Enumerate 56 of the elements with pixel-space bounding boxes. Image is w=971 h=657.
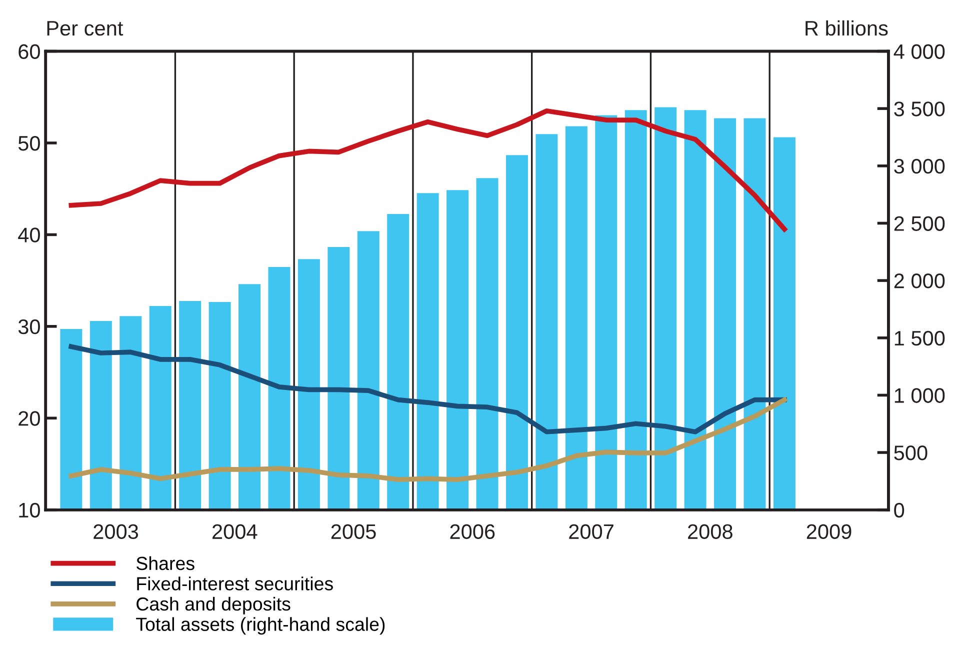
y-tick-label: 30 — [18, 319, 40, 334]
y-tick-label: 10 — [19, 502, 40, 518]
line-series — [68, 108, 787, 232]
line-series — [68, 344, 787, 434]
x-tick-label: 2008 — [688, 524, 732, 540]
legend-label: Fixed-interest securities — [137, 576, 333, 590]
bar — [684, 110, 706, 510]
y2-tick-label: 1 500 — [894, 330, 945, 346]
bar — [268, 267, 290, 510]
legend-label: Cash and deposits — [136, 596, 290, 614]
y-axis-title: Per cent — [47, 21, 124, 36]
y2-tick-label: 0 — [894, 502, 904, 518]
bar — [476, 178, 498, 510]
x-tick-label: 2005 — [331, 524, 376, 540]
x-tick-label: 2003 — [94, 524, 138, 540]
y2-tick-label: 500 — [894, 446, 928, 460]
bar — [744, 118, 766, 510]
y2-tick-label: 2 500 — [894, 216, 945, 231]
legend-label: Total assets (right-hand scale) — [136, 617, 385, 635]
x-tick-label: 2006 — [450, 524, 495, 540]
bar — [714, 118, 736, 510]
bar — [357, 231, 380, 510]
bar — [149, 306, 172, 510]
bar — [654, 107, 677, 510]
bar — [387, 214, 410, 510]
y-tick-label: 40 — [18, 228, 40, 242]
bar — [90, 321, 112, 510]
bar — [416, 193, 439, 510]
bar — [624, 110, 647, 510]
y-tick-label: 20 — [18, 411, 40, 426]
bar — [179, 301, 202, 510]
bar — [120, 316, 142, 510]
line-series — [68, 397, 787, 482]
x-tick-label: 2004 — [212, 524, 258, 540]
bar — [773, 137, 796, 510]
y2-tick-label: 1 000 — [894, 388, 945, 403]
y2-tick-label: 3 500 — [894, 102, 945, 116]
bar — [298, 259, 320, 510]
bar — [446, 190, 469, 510]
bar — [595, 115, 618, 510]
bar — [565, 126, 588, 510]
y2-tick-label: 2 000 — [894, 274, 945, 288]
y2-tick-label: 3 000 — [894, 158, 945, 174]
x-tick-label: 2009 — [806, 524, 852, 540]
bar — [208, 302, 231, 510]
y-tick-label: 60 — [18, 44, 40, 59]
bar — [60, 329, 82, 510]
bar — [506, 155, 528, 510]
legend-label: Shares — [136, 556, 194, 570]
y-tick-label: 50 — [18, 136, 40, 151]
y2-axis-title: R billions — [806, 20, 888, 36]
bar — [536, 134, 558, 510]
x-tick-label: 2007 — [569, 524, 614, 540]
bar — [328, 247, 350, 510]
bar — [238, 284, 261, 510]
y2-tick-label: 4 000 — [894, 44, 945, 59]
